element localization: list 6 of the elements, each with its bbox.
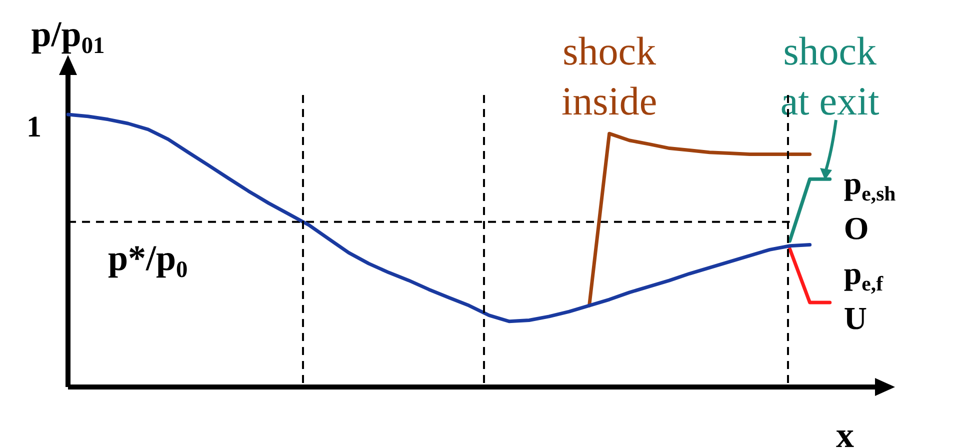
annotation: U	[844, 300, 867, 336]
text: 1	[26, 110, 42, 144]
annotation: O	[844, 210, 869, 246]
series-label: shock inside	[562, 28, 658, 124]
x-axis-title: x	[836, 415, 854, 448]
series-label: shock at exit	[780, 28, 880, 124]
